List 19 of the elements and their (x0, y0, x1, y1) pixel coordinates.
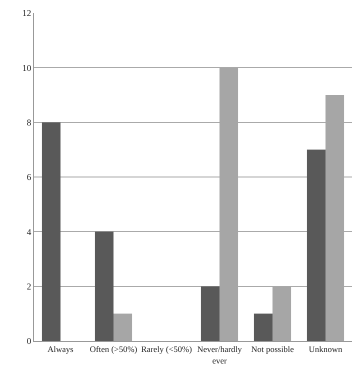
x-tick-label: Often (>50%) (90, 344, 138, 354)
bar (94, 232, 114, 341)
bar (42, 122, 60, 341)
y-tick-label: 0 (26, 336, 32, 346)
x-tick-label: Always (48, 344, 74, 354)
x-tick-label: Unknown (308, 344, 344, 354)
bar (114, 314, 132, 341)
y-tick-label: 2 (26, 281, 32, 292)
x-tick-label: Never/hardly ever (197, 344, 243, 366)
bar (306, 150, 326, 341)
y-tick-label: 8 (26, 117, 32, 128)
bar (200, 286, 220, 341)
x-tick-label: Rarely (<50%) (141, 344, 192, 354)
y-tick-label: 10 (22, 62, 32, 73)
y-tick-label: 6 (26, 172, 32, 182)
bar (254, 314, 272, 341)
y-tick-label: 12 (22, 8, 32, 18)
y-tick-label: 4 (26, 226, 32, 237)
x-tick-label: Not possible (251, 344, 294, 354)
